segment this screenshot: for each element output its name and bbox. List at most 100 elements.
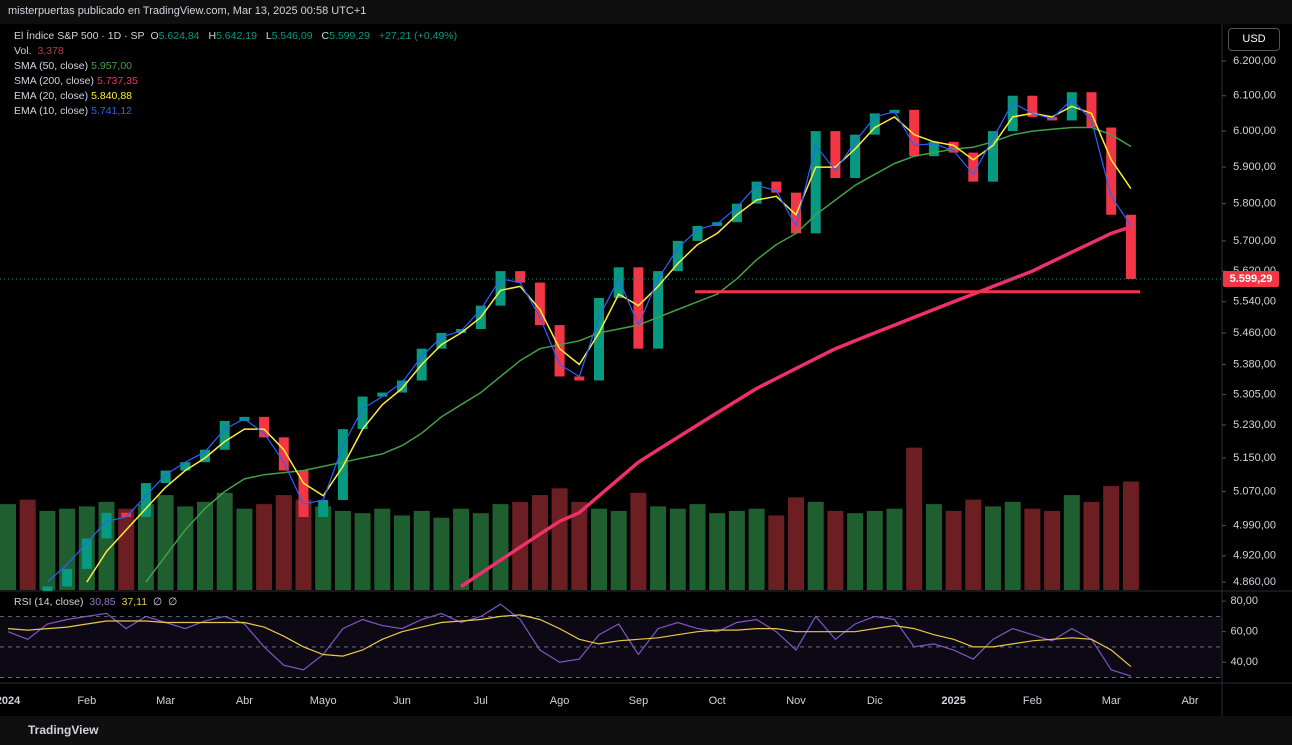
candle — [731, 203, 742, 223]
overlay-legend: SMA (50, close) 5.957,00 — [14, 60, 135, 72]
volume-bar — [551, 488, 568, 590]
x-tick-label: Oct — [709, 695, 726, 707]
y-tick-label: 60,00 — [1230, 626, 1258, 638]
currency-button[interactable]: USD — [1228, 28, 1280, 51]
rsi-line — [7, 603, 1132, 677]
x-tick-label: Dic — [867, 695, 883, 707]
candle — [42, 586, 53, 591]
candle — [495, 271, 506, 306]
candle — [968, 152, 979, 182]
candle — [948, 141, 959, 153]
overlay-legend: EMA (20, close) 5.840,88 — [14, 90, 135, 102]
x-tick-label: Mar — [156, 695, 175, 707]
y-tick-label: 6.000,00 — [1233, 125, 1276, 137]
candle — [633, 267, 644, 349]
volume-bar — [591, 508, 607, 590]
candle — [318, 499, 329, 518]
change: +27,21 (+0,49%) — [378, 30, 458, 42]
volume-bar — [0, 504, 16, 590]
symbol: El Índice S&P 500 · 1D · SP — [14, 30, 145, 42]
volume-bar — [847, 513, 864, 590]
publisher: misterpuertas publicado en TradingView.c… — [8, 5, 367, 17]
y-tick-label: 5.700,00 — [1233, 235, 1276, 247]
l-label: L — [265, 30, 272, 42]
volume-bar — [19, 499, 36, 590]
volume-bar — [197, 501, 213, 590]
candle — [909, 109, 920, 157]
overlay-line — [47, 98, 1132, 583]
x-tick-label: 2025 — [941, 695, 965, 707]
overlay-name: SMA (200, close) — [14, 75, 94, 87]
volume-bar — [118, 508, 135, 590]
candle — [751, 181, 762, 204]
y-tick-label: 5.900,00 — [1233, 161, 1276, 173]
x-tick-label: Feb — [77, 695, 96, 707]
overlay-value: 5.840,88 — [91, 90, 132, 102]
symbol-legend: El Índice S&P 500 · 1D · SP O5.624,84 H5… — [14, 30, 460, 42]
candle — [121, 512, 132, 518]
rsi-legend: RSI (14, close) 30,85 37,11 ∅ ∅ — [14, 596, 180, 608]
c-label: C — [321, 30, 330, 42]
volume-bar — [906, 447, 923, 590]
volume-bar — [39, 510, 56, 590]
volume-bar — [413, 510, 430, 590]
o-value: 5.624,84 — [158, 30, 200, 42]
candle — [653, 271, 664, 349]
volume-bar — [886, 508, 903, 590]
volume-bar — [394, 515, 410, 590]
volume-bar — [216, 492, 233, 590]
volume-bar — [433, 517, 450, 590]
ohlc: C5.599,29 — [321, 30, 372, 42]
y-tick-label: 6.100,00 — [1233, 90, 1276, 102]
y-tick-label: 5.460,00 — [1233, 327, 1276, 339]
volume-bar — [669, 508, 686, 590]
volume-bar — [571, 501, 588, 590]
candle — [101, 512, 112, 539]
h-label: H — [208, 30, 217, 42]
vol-label: Vol. — [14, 45, 32, 57]
volume-bar — [1063, 495, 1080, 590]
candle — [337, 429, 348, 500]
candle — [1125, 214, 1136, 280]
candle — [1106, 127, 1117, 215]
rsi-extra: ∅ — [153, 596, 163, 608]
volume-bar — [1122, 481, 1139, 590]
last-price-box — [1223, 271, 1279, 288]
volume-bar — [177, 506, 194, 590]
rsi-extra: ∅ — [168, 596, 178, 608]
candle — [988, 131, 998, 182]
candle — [278, 437, 289, 471]
candle — [397, 380, 407, 393]
volume-bar — [866, 510, 883, 590]
candle — [672, 240, 683, 272]
x-tick-label: Abr — [1181, 695, 1198, 707]
volume-bar — [275, 495, 292, 590]
candle — [554, 325, 565, 377]
candle — [515, 271, 526, 283]
y-tick-label: 5.540,00 — [1233, 296, 1276, 308]
l-value: 5.546,09 — [271, 30, 313, 42]
candle — [62, 568, 73, 587]
volume-bar — [965, 499, 982, 590]
volume-bar — [630, 492, 647, 590]
vol-value: 3,378 — [37, 45, 64, 57]
y-tick-label: 6.200,00 — [1233, 55, 1276, 67]
candle — [160, 470, 171, 484]
candle — [574, 376, 585, 381]
candle — [830, 131, 841, 178]
volume-bar — [768, 515, 785, 590]
volume-bar — [650, 506, 667, 590]
overlay-name: EMA (20, close) — [14, 90, 89, 102]
y-tick-label: 5.070,00 — [1233, 485, 1276, 497]
volume-bar — [728, 510, 745, 590]
y-tick-label: 5.150,00 — [1233, 452, 1276, 464]
volume-bar — [1083, 501, 1100, 590]
volume-bar — [709, 513, 726, 590]
volume-bar — [137, 504, 154, 590]
volume-bar — [334, 510, 351, 590]
candle — [180, 462, 191, 471]
candle — [928, 141, 939, 157]
candle — [810, 131, 821, 234]
volume-bar — [1004, 501, 1021, 590]
